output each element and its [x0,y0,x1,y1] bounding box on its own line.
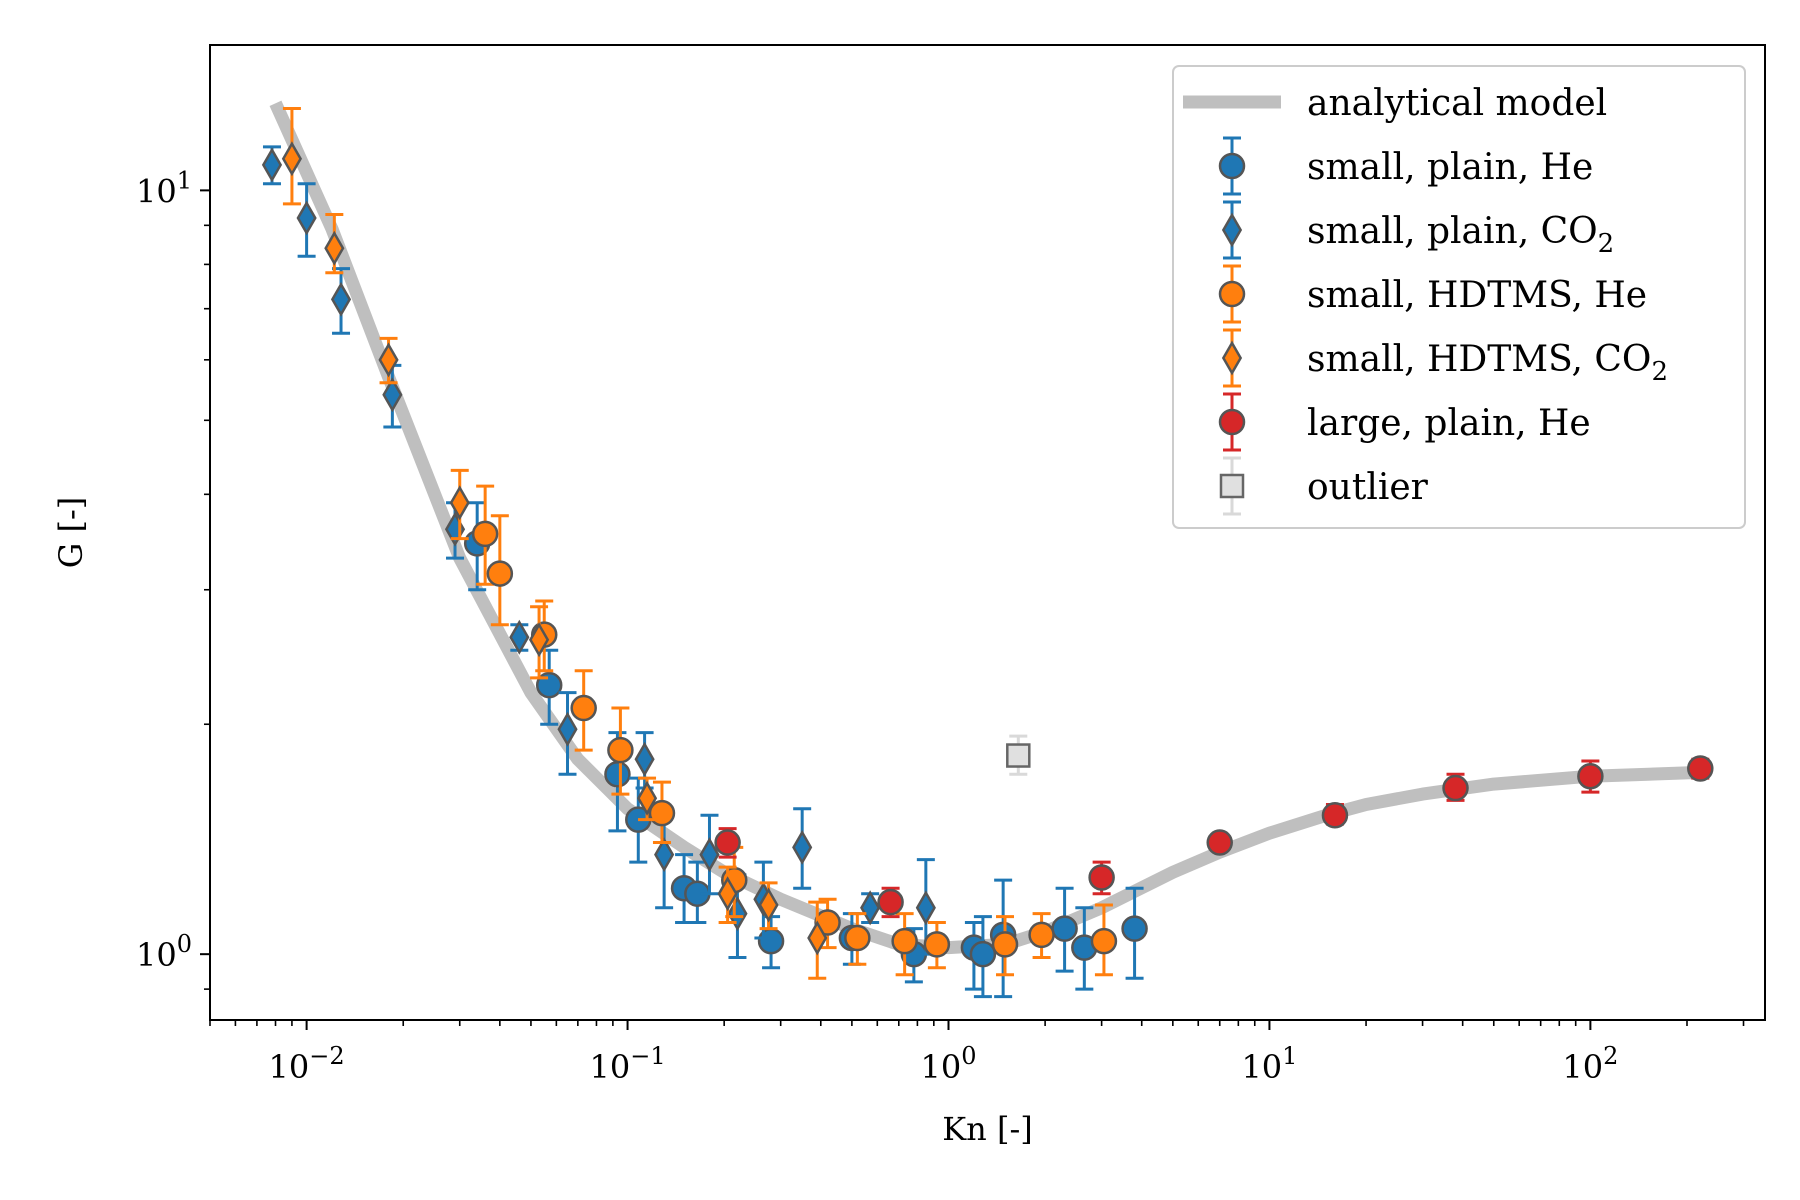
legend-label: small, plain, He [1307,147,1593,188]
data-point [1051,915,1078,942]
data-point [648,799,676,827]
legend-entry-s_hdtms_he: small, HDTMS, He [1218,264,1647,324]
legend-marker [1218,280,1246,308]
legend-label: small, HDTMS, CO2 [1307,339,1668,387]
x-tick-label: 101 [1241,1042,1297,1086]
data-point [1206,829,1233,856]
axes-frame [209,44,1766,1021]
legend-label: large, plain, He [1307,403,1591,444]
y-axis: 100 101 [136,166,210,990]
data-point [891,927,918,955]
legend-box [1172,65,1746,529]
data-points-layer [261,106,1714,999]
data-point [1090,927,1118,955]
legend-entry-s_hdtms_co2: small, HDTMS, CO2 [1221,328,1668,388]
y-tick-label: 101 [136,166,192,210]
data-point [528,622,550,658]
legend-marker [1218,152,1246,180]
legend-marker [1221,212,1243,248]
data-point [509,619,530,655]
x-tick-label: 10−2 [269,1042,345,1086]
data-point [915,890,936,926]
legend-entry-s_plain_he: small, plain, He [1218,136,1593,196]
data-point [261,147,283,183]
legend-marker [1219,473,1245,499]
legend-marker [1221,340,1243,376]
legend-label: small, plain, CO2 [1307,211,1614,259]
x-axis-label: Kn [-] [942,1110,1032,1148]
data-point [1442,774,1469,802]
data-point [570,694,597,722]
series-outlier [1006,734,1031,776]
legend-entry-model: analytical model [1183,83,1607,124]
data-point [324,230,345,266]
x-tick-label: 10−1 [590,1042,666,1086]
data-point [792,829,813,865]
data-point [1028,921,1055,949]
data-point [699,837,720,873]
data-point [654,837,675,873]
data-point [486,560,514,587]
data-point [607,736,634,764]
legend-marker [1218,408,1246,436]
data-point [634,741,655,777]
data-point [1088,864,1115,891]
data-point [382,377,403,413]
data-point [807,920,828,956]
data-point [604,761,631,788]
x-tick-label: 100 [920,1042,976,1086]
data-point [714,829,741,856]
y-axis-label: G [-] [52,497,90,569]
data-point [1577,762,1604,790]
data-point [1121,915,1148,942]
data-point [471,520,499,548]
legend-entry-s_plain_co2: small, plain, CO2 [1221,200,1614,260]
series-l_plain_he [714,755,1714,919]
data-point [877,888,904,916]
data-point [991,931,1019,958]
data-point [378,342,399,378]
y-tick-label: 100 [136,930,192,974]
legend-entry-l_plain_he: large, plain, He [1218,392,1591,452]
legend: analytical model small, plain, He small, p… [1172,65,1746,529]
legend-label: outlier [1307,467,1429,508]
data-point [330,281,352,317]
data-point [860,890,881,926]
data-point [557,711,578,747]
series-s_hdtms_co2 [281,106,828,980]
data-point [296,200,317,236]
data-point [923,931,951,958]
data-point [449,485,470,521]
data-point [281,141,303,177]
data-point [717,876,738,912]
data-point [758,887,779,923]
data-point [1687,755,1714,782]
data-point [1321,802,1349,829]
data-point [844,924,871,952]
legend-label: small, HDTMS, He [1307,275,1647,316]
data-point [1006,743,1031,768]
data-point [636,780,658,816]
x-tick-label: 102 [1562,1042,1618,1086]
legend-label: analytical model [1307,83,1607,124]
legend-entry-outlier: outlier [1219,456,1429,516]
x-axis: 10−2 10−1 100 101 102 [209,1020,1745,1086]
data-point [969,940,997,968]
